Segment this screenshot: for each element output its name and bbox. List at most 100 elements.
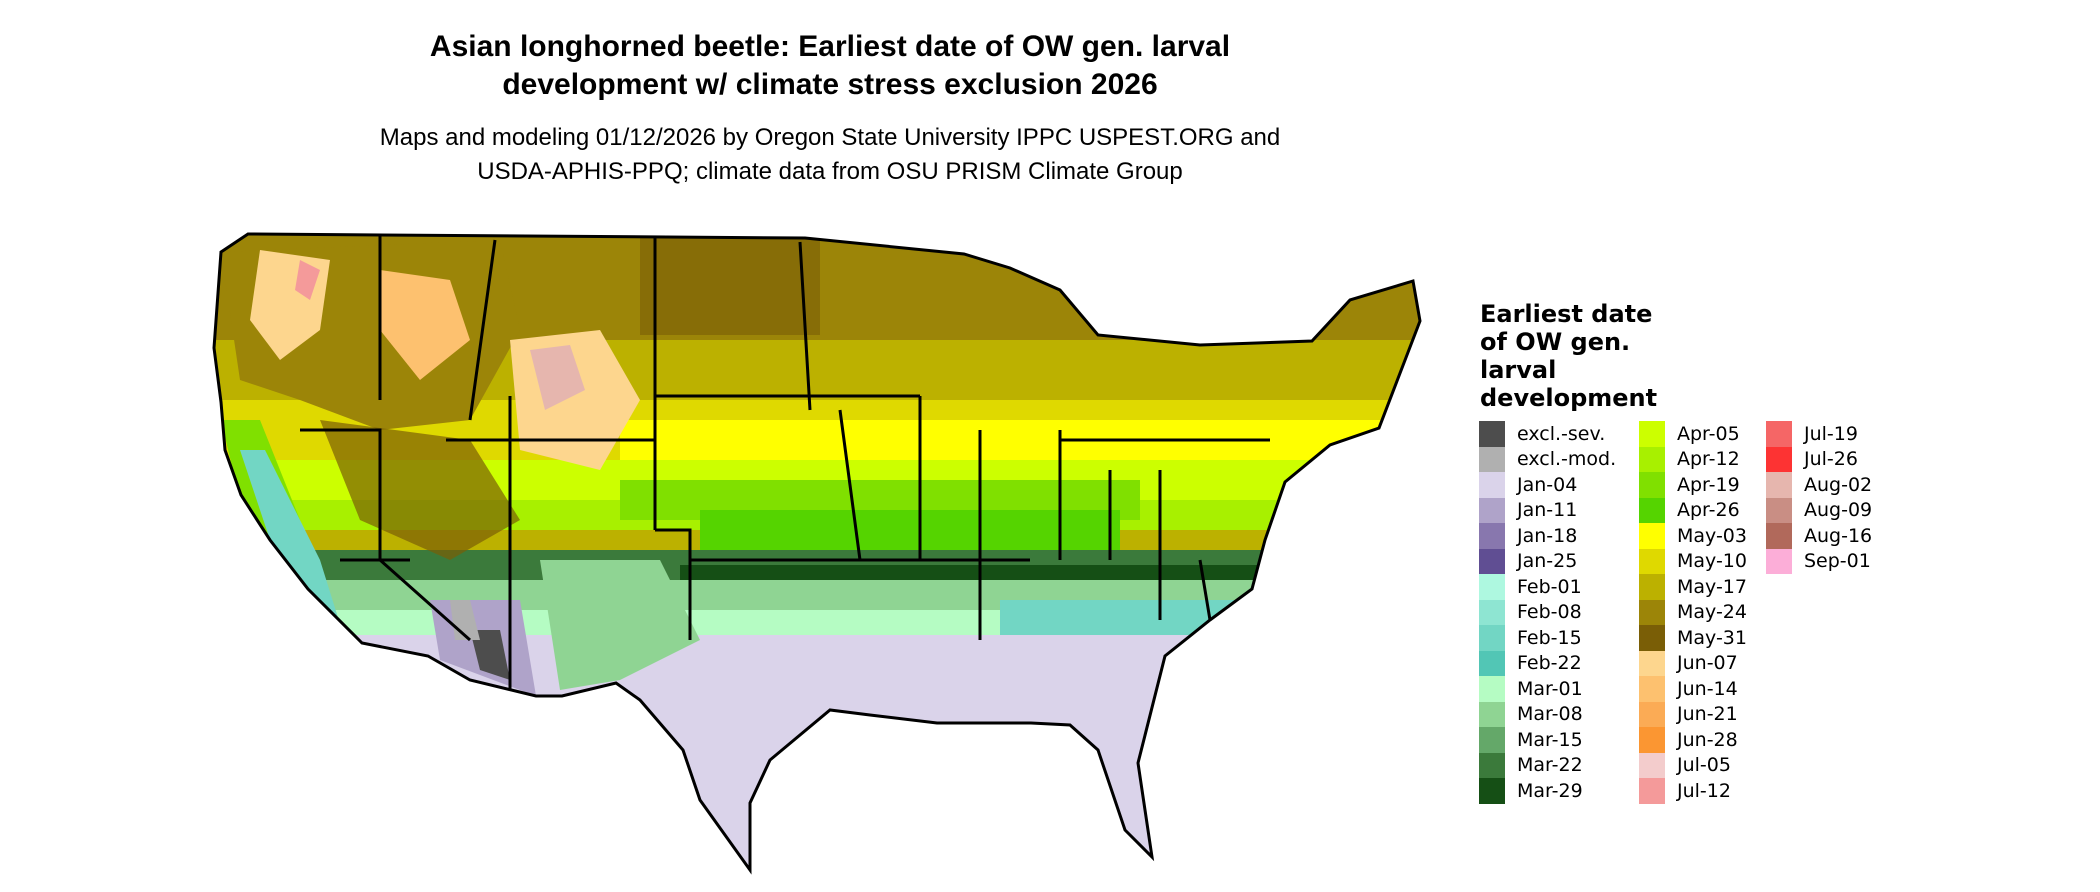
legend-swatch <box>1766 446 1792 472</box>
legend-label: Jun-07 <box>1677 652 1738 675</box>
legend-swatch <box>1766 497 1792 523</box>
legend-item: Feb-08 <box>1479 599 1582 625</box>
legend-label: Aug-09 <box>1804 499 1873 522</box>
legend-item: Jul-12 <box>1639 778 1731 804</box>
legend-label: Apr-12 <box>1677 448 1740 471</box>
legend-label: Jul-26 <box>1804 448 1858 471</box>
legend-swatch <box>1639 446 1665 472</box>
legend-label: Mar-15 <box>1517 728 1583 751</box>
legend-label: Aug-16 <box>1804 524 1873 547</box>
legend-item: Jun-07 <box>1639 650 1738 676</box>
legend-swatch <box>1479 676 1505 702</box>
legend-item: Aug-16 <box>1766 523 1872 549</box>
legend-swatch <box>1639 548 1665 574</box>
legend-label: Mar-22 <box>1517 754 1583 777</box>
legend-swatch <box>1639 599 1665 625</box>
legend-item: May-10 <box>1639 548 1747 574</box>
legend-label: Mar-01 <box>1517 677 1583 700</box>
legend-label: Mar-08 <box>1517 703 1583 726</box>
legend-label: Feb-08 <box>1517 601 1582 624</box>
legend-label: Feb-15 <box>1517 626 1582 649</box>
map-subtitle-line-1: Maps and modeling 01/12/2026 by Oregon S… <box>379 124 1281 151</box>
legend-swatch <box>1766 548 1792 574</box>
legend-item: Sep-01 <box>1766 548 1871 574</box>
legend-swatch <box>1479 497 1505 523</box>
legend-swatch <box>1639 421 1665 447</box>
legend-item: May-24 <box>1639 599 1747 625</box>
map-title-line-1: Asian longhorned beetle: Earliest date o… <box>429 30 1231 63</box>
legend-label: excl.-mod. <box>1517 448 1617 471</box>
legend-item: Apr-05 <box>1639 421 1740 447</box>
legend-item: Jun-28 <box>1639 727 1738 753</box>
legend-item: Jul-26 <box>1766 446 1858 472</box>
legend-label: Jun-14 <box>1677 677 1738 700</box>
legend-item: Feb-22 <box>1479 650 1582 676</box>
legend-swatch <box>1639 727 1665 753</box>
legend-item: Jun-21 <box>1639 701 1738 727</box>
legend-item: Jan-04 <box>1479 472 1577 498</box>
legend-item: Apr-19 <box>1639 472 1740 498</box>
legend-item: Jan-18 <box>1479 523 1577 549</box>
legend-swatch <box>1479 421 1505 447</box>
legend-swatch <box>1639 625 1665 651</box>
legend-swatch <box>1479 599 1505 625</box>
legend-label: Apr-05 <box>1677 422 1740 445</box>
legend-swatch <box>1639 752 1665 778</box>
legend-label: May-03 <box>1677 524 1747 547</box>
legend-label: Sep-01 <box>1804 550 1871 573</box>
legend-swatch <box>1639 650 1665 676</box>
legend-item: Feb-01 <box>1479 574 1582 600</box>
legend-item: May-03 <box>1639 523 1747 549</box>
legend-item: excl.-sev. <box>1479 421 1605 447</box>
legend-item: Aug-09 <box>1766 497 1873 523</box>
legend-swatch <box>1639 574 1665 600</box>
legend-item: Apr-26 <box>1639 497 1740 523</box>
legend-label: excl.-sev. <box>1517 422 1606 445</box>
legend-item: Aug-02 <box>1766 472 1872 498</box>
legend-swatch <box>1639 523 1665 549</box>
legend-title: Earliest date of OW gen. larval developm… <box>1480 300 1660 412</box>
legend-label: Apr-26 <box>1677 499 1740 522</box>
legend-item: Mar-01 <box>1479 676 1583 702</box>
legend-item: excl.-mod. <box>1479 446 1617 472</box>
legend-item: Feb-15 <box>1479 625 1582 651</box>
legend-label: Jul-12 <box>1677 779 1731 802</box>
legend-label: Mar-29 <box>1517 779 1583 802</box>
legend-item: May-31 <box>1639 625 1747 651</box>
legend-swatch <box>1479 752 1505 778</box>
legend-title-text: Earliest date of OW gen. larval developm… <box>1480 300 1658 412</box>
legend-item: Mar-29 <box>1479 778 1583 804</box>
legend-label: May-31 <box>1677 626 1747 649</box>
legend-label: Feb-22 <box>1517 652 1582 675</box>
legend-item: May-17 <box>1639 574 1747 600</box>
legend-label: May-24 <box>1677 601 1747 624</box>
legend-label: May-10 <box>1677 550 1747 573</box>
legend-label: Jul-05 <box>1677 754 1731 777</box>
legend-item: Mar-15 <box>1479 727 1583 753</box>
legend-label: Jan-04 <box>1517 473 1578 496</box>
development-date-raster <box>214 234 1420 870</box>
legend-item: Jul-19 <box>1766 421 1858 447</box>
legend-swatch <box>1479 472 1505 498</box>
legend-swatch <box>1639 676 1665 702</box>
legend-swatch <box>1479 446 1505 472</box>
legend-swatch <box>1479 548 1505 574</box>
legend-label: Jul-19 <box>1804 422 1858 445</box>
state-boundaries <box>212 232 1422 872</box>
legend-label: Aug-02 <box>1804 473 1873 496</box>
legend-swatch <box>1479 778 1505 804</box>
legend-item: Jun-14 <box>1639 676 1738 702</box>
legend-item: Mar-22 <box>1479 752 1583 778</box>
legend-item: Jan-25 <box>1479 548 1577 574</box>
legend-label: Jun-28 <box>1677 728 1738 751</box>
legend-swatch <box>1479 650 1505 676</box>
map-subtitle-line-2: USDA-APHIS-PPQ; climate data from OSU PR… <box>477 158 1183 185</box>
legend-swatch <box>1639 701 1665 727</box>
legend-swatch <box>1479 727 1505 753</box>
legend-item: Jan-11 <box>1479 497 1577 523</box>
legend-swatch <box>1639 472 1665 498</box>
legend-item: Apr-12 <box>1639 446 1740 472</box>
legend-swatch <box>1479 701 1505 727</box>
